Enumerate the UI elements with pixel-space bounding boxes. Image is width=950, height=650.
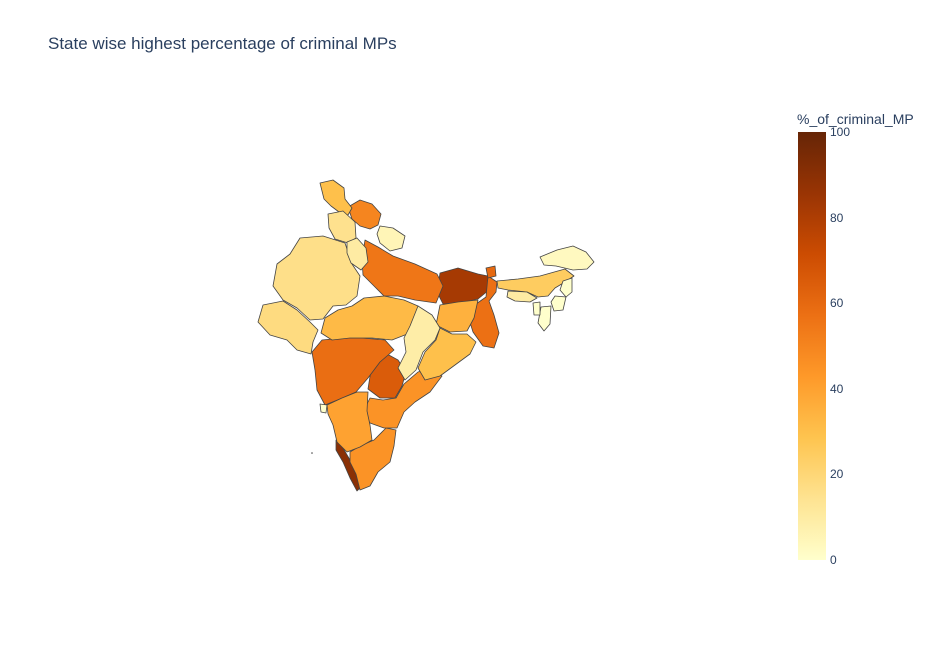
colorbar-tick: 40 xyxy=(830,381,844,396)
state-karnataka[interactable] xyxy=(326,391,373,453)
state-manipur[interactable] xyxy=(550,295,567,312)
state-jammu-kashmir[interactable] xyxy=(319,179,353,216)
state-uttarakhand[interactable] xyxy=(376,225,406,252)
colorbar-tick: 80 xyxy=(830,210,844,225)
state-meghalaya[interactable] xyxy=(506,290,538,303)
lakshadweep-dot xyxy=(311,452,313,454)
state-bihar[interactable] xyxy=(436,267,490,305)
state-arunachal-pradesh[interactable] xyxy=(539,245,595,271)
colorbar-tick: 20 xyxy=(830,467,844,482)
state-andhra-pradesh[interactable] xyxy=(362,367,443,429)
state-mizoram[interactable] xyxy=(537,305,552,332)
state-tripura[interactable] xyxy=(532,301,541,316)
state-kerala[interactable] xyxy=(335,439,362,492)
state-uttar-pradesh[interactable] xyxy=(361,239,444,304)
state-tamil-nadu[interactable] xyxy=(349,427,397,491)
colorbar-tick: 100 xyxy=(830,125,851,139)
colorbar-tick: 0 xyxy=(830,553,837,567)
colorbar-tick: 60 xyxy=(830,296,844,311)
state-sikkim[interactable] xyxy=(485,265,497,279)
colorbar xyxy=(798,132,826,560)
state-assam[interactable] xyxy=(496,268,575,298)
state-haryana[interactable] xyxy=(346,237,369,271)
chart-title: State wise highest percentage of crimina… xyxy=(48,34,397,53)
colorbar-title: %_of_criminal_MP xyxy=(797,111,914,127)
state-goa[interactable] xyxy=(319,403,328,414)
state-nagaland[interactable] xyxy=(559,277,573,298)
state-odisha[interactable] xyxy=(417,327,477,381)
state-gujarat[interactable] xyxy=(257,300,319,355)
state-chhattisgarh[interactable] xyxy=(397,305,441,381)
